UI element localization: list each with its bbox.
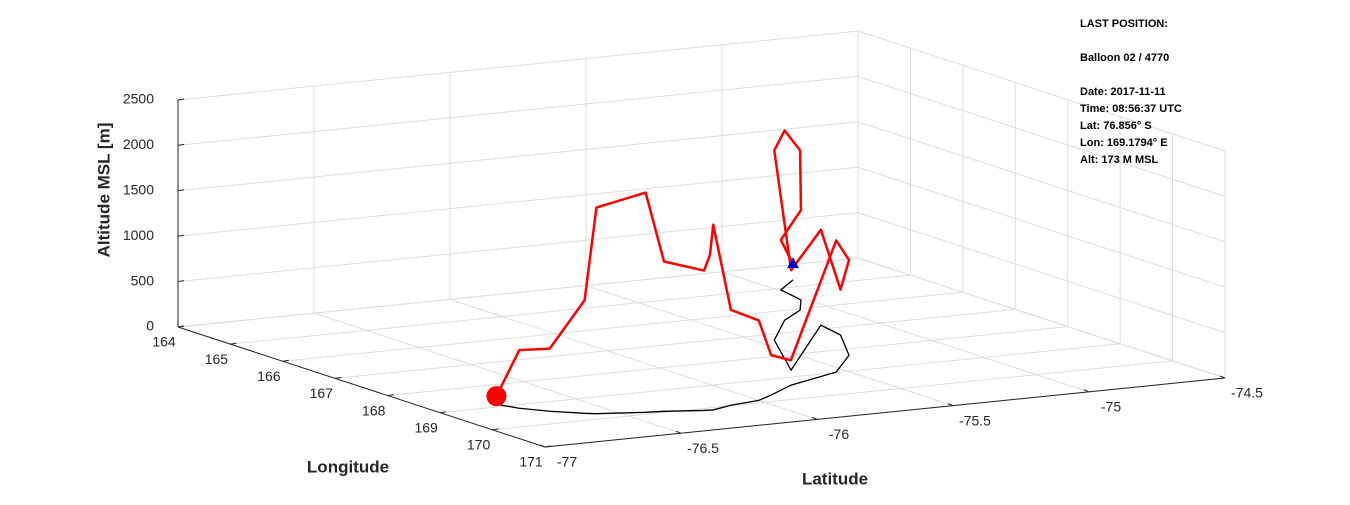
flight-path [495,129,851,397]
info-text: Lat: 76.856° S [1080,120,1152,132]
grid-line [440,343,1121,414]
grid-line [721,271,1090,393]
info-text: Time: 08:56:37 UTC [1080,103,1182,115]
grid-line [335,308,1016,379]
x-tick-label: 169 [414,419,438,435]
z-tick-label: 2500 [123,91,154,107]
grid-line [857,30,1226,152]
grid-line [857,75,1226,197]
x-tick-label: 168 [362,402,386,418]
y-tick [675,430,682,434]
grid-line [282,291,963,362]
y-tick [1219,375,1226,379]
x-tick-label: 166 [257,368,281,384]
y-tick-label: -77 [557,454,577,470]
y-tick-label: -74.5 [1231,385,1263,401]
x-tick-label: 170 [467,437,491,453]
z-tick [177,280,185,283]
grid-line [177,166,859,237]
x-tick [544,445,552,448]
grid-line [857,166,1226,288]
y-tick-label: -76.5 [687,440,719,456]
x-tick [387,394,394,397]
y-tick [539,444,546,448]
z-tick-label: 1000 [123,227,154,243]
y-tick-label: -75 [1101,399,1121,415]
info-text: Balloon 02 / 4770 [1080,52,1169,64]
grid-line [585,285,954,407]
x-tick-label: 171 [519,454,543,470]
z-tick-label: 1500 [123,182,154,198]
grid-line [177,212,859,283]
info-text: Date: 2017-11-11 [1080,86,1166,98]
z-tick-label: 500 [131,272,155,288]
info-text: Alt: 173 M MSL [1080,154,1159,166]
grid-line [177,121,859,192]
y-axis [544,377,1226,448]
z-tick [177,143,185,146]
last-position-marker [787,257,800,269]
z-tick-label: 2000 [123,136,154,152]
info-text: LAST POSITION: [1080,18,1168,30]
grid-line [177,75,859,146]
grid-line [230,274,911,345]
grid-line [449,298,818,420]
y-tick [947,403,954,407]
z-axis-label: Altitude MSL [m] [94,123,113,258]
start-marker [486,386,507,407]
x-tick [440,411,447,414]
z-tick [177,234,185,237]
grid-line [177,30,859,101]
grid-line [857,212,1226,334]
y-tick [811,416,818,420]
y-tick-label: -75.5 [959,412,991,428]
z-tick-label: 0 [146,318,154,334]
x-tick-label: 167 [310,385,334,401]
grid-line [492,360,1173,431]
x-axis-label: Longitude [307,457,389,476]
x-axis [177,326,546,448]
x-tick-label: 165 [205,351,229,367]
grid-line [857,121,1226,243]
info-text: Lon: 169.1794° E [1080,137,1168,149]
y-tick [1083,389,1090,393]
x-tick [230,342,237,345]
ground-track [496,279,850,415]
y-tick-label: -76 [829,426,849,442]
x-tick-label: 164 [152,334,176,350]
grid-line [857,257,1226,379]
z-tick [177,98,185,101]
z-tick [177,325,185,328]
y-axis-label: Latitude [802,469,868,488]
x-tick [492,428,499,431]
x-tick [282,359,289,362]
z-tick [177,189,185,192]
grid-line [177,257,859,328]
x-tick [335,376,342,379]
